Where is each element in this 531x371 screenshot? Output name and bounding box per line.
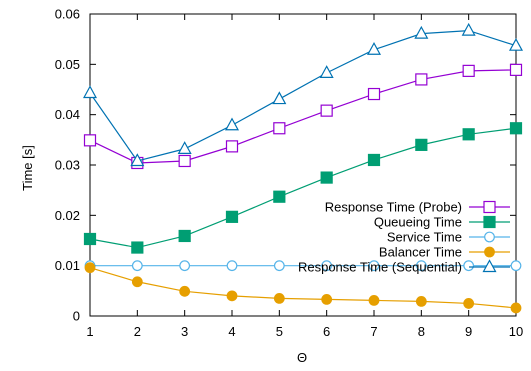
data-point bbox=[226, 260, 238, 272]
data-point bbox=[510, 302, 522, 314]
data-point bbox=[82, 85, 98, 99]
x-tick-label: 5 bbox=[276, 324, 283, 339]
data-point bbox=[367, 153, 381, 167]
y-tick-label: 0.02 bbox=[55, 208, 80, 223]
legend-label: Queueing Time bbox=[374, 215, 462, 230]
legend-entry: Queueing Time bbox=[374, 215, 510, 230]
legend-entry: Response Time (Probe) bbox=[325, 200, 510, 215]
legend-label: Response Time (Sequential) bbox=[298, 260, 462, 275]
legend-swatch-marker bbox=[484, 231, 495, 243]
data-point bbox=[321, 293, 333, 305]
data-point bbox=[178, 154, 191, 168]
x-axis-label: Θ bbox=[297, 350, 307, 365]
data-point bbox=[368, 260, 380, 272]
series-4 bbox=[82, 22, 524, 167]
y-tick-label: 0.05 bbox=[55, 57, 80, 72]
legend-entry: Balancer Time bbox=[379, 245, 510, 260]
x-tick-label: 7 bbox=[370, 324, 377, 339]
y-tick-label: 0.06 bbox=[55, 7, 80, 22]
legend-swatch-marker bbox=[484, 246, 495, 258]
data-point bbox=[463, 298, 475, 309]
data-point bbox=[462, 64, 475, 77]
series-line bbox=[89, 69, 517, 164]
data-point bbox=[321, 260, 333, 272]
data-point bbox=[461, 22, 476, 36]
data-point bbox=[225, 140, 239, 153]
data-point bbox=[320, 104, 333, 117]
legend-swatch-marker bbox=[483, 200, 496, 214]
x-tick-label: 10 bbox=[509, 324, 523, 339]
series-0 bbox=[83, 63, 523, 170]
legend-label: Balancer Time bbox=[379, 245, 462, 260]
data-point bbox=[131, 260, 143, 272]
legend-entry: Response Time (Sequential) bbox=[298, 259, 510, 275]
x-tick-label: 4 bbox=[228, 324, 235, 339]
y-axis-label: Time [s] bbox=[20, 145, 35, 191]
data-point bbox=[367, 87, 381, 101]
data-point bbox=[509, 63, 523, 76]
data-point bbox=[226, 290, 238, 302]
legend-swatch-marker bbox=[482, 259, 497, 273]
series-line bbox=[89, 267, 517, 309]
data-point bbox=[463, 260, 475, 272]
data-point bbox=[177, 141, 192, 154]
data-point bbox=[83, 134, 97, 147]
data-point bbox=[273, 260, 285, 272]
legend-label: Service Time bbox=[387, 230, 462, 245]
x-tick-label: 3 bbox=[181, 324, 188, 339]
data-point bbox=[131, 241, 144, 254]
series-1 bbox=[83, 122, 523, 254]
legend-entry: Service Time bbox=[387, 230, 510, 245]
x-tick-label: 1 bbox=[86, 324, 93, 339]
x-tick-label: 8 bbox=[418, 324, 425, 339]
data-point bbox=[366, 41, 382, 55]
data-point bbox=[272, 91, 287, 105]
data-point bbox=[179, 285, 191, 297]
x-tick-label: 6 bbox=[323, 324, 330, 339]
series-2 bbox=[84, 260, 522, 272]
data-point bbox=[273, 292, 285, 304]
data-point bbox=[415, 73, 428, 86]
y-tick-label: 0.01 bbox=[55, 258, 80, 273]
data-point bbox=[273, 190, 286, 203]
series-line bbox=[89, 127, 517, 249]
x-tick-label: 9 bbox=[465, 324, 472, 339]
y-tick-label: 0.03 bbox=[55, 158, 80, 173]
data-point bbox=[273, 122, 286, 135]
series-line bbox=[89, 30, 517, 162]
data-point bbox=[179, 260, 191, 272]
series-3 bbox=[84, 262, 522, 314]
data-point bbox=[508, 37, 524, 51]
data-point bbox=[368, 294, 380, 306]
x-tick-label: 2 bbox=[134, 324, 141, 339]
data-point bbox=[510, 260, 522, 272]
data-point bbox=[225, 210, 239, 223]
y-tick-label: 0 bbox=[73, 309, 80, 324]
data-point bbox=[320, 171, 333, 184]
data-point bbox=[130, 153, 145, 167]
data-point bbox=[131, 276, 143, 288]
legend-label: Response Time (Probe) bbox=[325, 200, 462, 215]
data-point bbox=[415, 138, 428, 151]
y-tick-label: 0.04 bbox=[55, 107, 80, 122]
legend-swatch-marker bbox=[483, 215, 496, 229]
data-point bbox=[224, 117, 240, 131]
data-point bbox=[462, 128, 475, 141]
data-point bbox=[178, 229, 191, 243]
data-point bbox=[415, 260, 427, 272]
data-point bbox=[415, 296, 427, 307]
data-point bbox=[83, 232, 97, 246]
data-point bbox=[509, 122, 523, 135]
data-point bbox=[414, 25, 429, 39]
data-point bbox=[84, 262, 96, 274]
data-point bbox=[319, 65, 334, 78]
